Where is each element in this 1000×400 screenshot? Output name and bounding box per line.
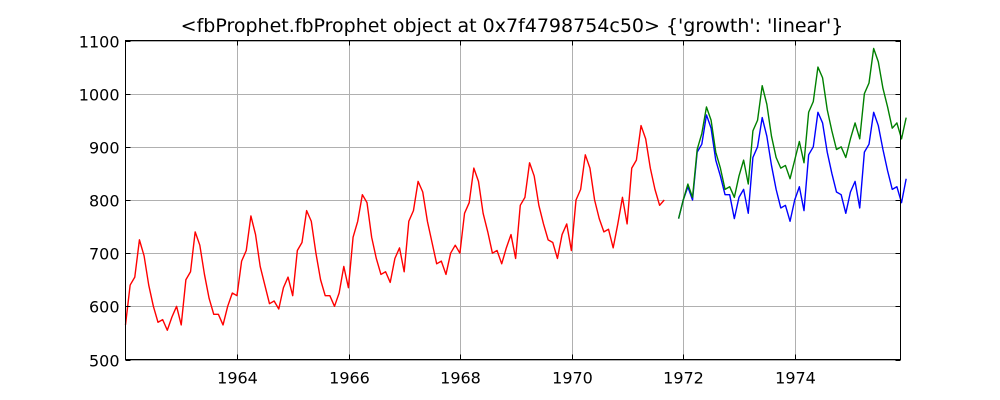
x-tick-label: 1972 [663, 369, 704, 388]
x-tick-label: 1968 [440, 369, 481, 388]
series-line-1 [124, 124, 665, 331]
x-tick-label: 1974 [775, 369, 816, 388]
y-tick-label: 700 [89, 245, 120, 264]
plot-frame [125, 40, 901, 360]
series-line-3 [677, 47, 907, 219]
series-layer [124, 47, 907, 331]
chart-title: <fbProphet.fbProphet object at 0x7f47987… [181, 15, 844, 37]
y-tick-label: 1100 [79, 33, 120, 52]
y-tick-label: 500 [89, 352, 120, 371]
y-tick-label: 600 [89, 298, 120, 317]
tick-layer: 1964 1966 1968 1970 1972 1974 500 600 700 800 900 1… [79, 33, 901, 388]
x-tick-label: 1966 [329, 369, 370, 388]
series-line-2 [677, 111, 907, 222]
y-tick-label: 1000 [79, 86, 120, 105]
x-tick-label: 1970 [552, 369, 593, 388]
grid [125, 40, 901, 361]
y-tick-label: 800 [89, 192, 120, 211]
y-tick-label: 900 [89, 139, 120, 158]
x-tick-label: 1964 [217, 369, 258, 388]
